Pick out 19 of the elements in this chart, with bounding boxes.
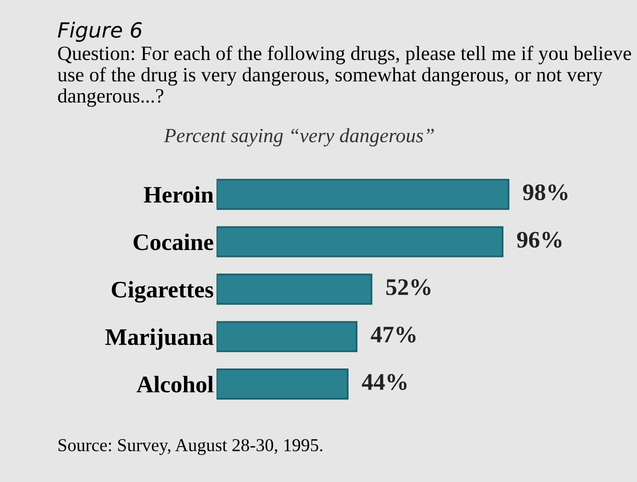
data-label: 44% — [362, 374, 407, 390]
y-tick-label: Alcohol — [136, 376, 214, 392]
data-label: 98% — [523, 184, 568, 200]
y-tick-label: Heroin — [144, 186, 214, 203]
bar — [216, 226, 504, 258]
y-tick-label: Marijuana — [105, 328, 214, 350]
data-label: 52% — [386, 279, 430, 296]
data-label: 47% — [370, 326, 416, 343]
bar — [216, 274, 372, 305]
bar — [216, 178, 510, 210]
data-label: 96% — [517, 232, 562, 248]
y-tick-label: Cocaine — [134, 234, 214, 250]
chart-subtitle: Question: For each of the following drugs, please tell me if you believe use of the drug is very dangerous, somewhat dangerous, or not very dangerous...? — [58, 46, 632, 107]
y-tick-label: Cigarettes — [112, 281, 214, 303]
bar — [216, 368, 348, 400]
chart-title: Figure 6 — [58, 22, 142, 42]
source-note: Source: Survey, August 28-30, 1995. — [58, 439, 322, 455]
bar — [216, 321, 358, 352]
text: Percent saying “very dangerous” — [164, 128, 434, 147]
